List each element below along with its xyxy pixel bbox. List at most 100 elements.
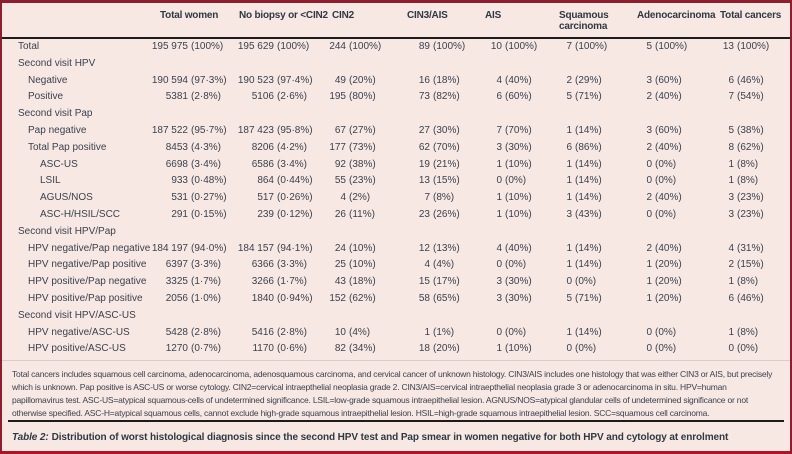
cell-percent: (30%) <box>505 292 532 304</box>
cell-count: 13 <box>418 175 430 187</box>
table-row: HPV negative/Pap positive 6397 (3·3%) 6366(… <box>2 257 790 274</box>
cell-count: 177 <box>329 141 346 153</box>
table-cell: 291 (0·15%) <box>146 207 230 224</box>
cell-percent: (3·4%) <box>191 158 222 170</box>
row-label: Total Pap positive <box>28 141 107 153</box>
cell-percent: (0·94%) <box>277 292 313 304</box>
table-caption-label: Table 2: <box>12 432 49 443</box>
cell-percent: (14%) <box>575 242 602 254</box>
cell-count: 933 <box>171 175 188 187</box>
cell-percent: (21%) <box>433 158 460 170</box>
cell-count: 0 <box>566 276 572 288</box>
cell-percent: (70%) <box>505 124 532 136</box>
table-cell: 1170 (0·6%) <box>230 341 318 358</box>
table-cell: 49 (20%) <box>318 73 382 90</box>
cell-count: 1 <box>646 276 652 288</box>
table-cell: 1 (14%) <box>538 190 608 207</box>
cell-percent: (4%) <box>349 326 371 338</box>
table-cell: 4 (2%) <box>318 190 382 207</box>
table-cell: 10 (4%) <box>318 325 382 342</box>
table-footnote: Total cancers includes squamous cell car… <box>2 360 790 420</box>
cell-count: 6397 <box>165 259 188 271</box>
cell-percent: (40%) <box>505 242 532 254</box>
cell-count: 291 <box>171 208 188 220</box>
cell-percent: (8%) <box>737 158 759 170</box>
cell-count: 0 <box>646 158 652 170</box>
cell-count: 15 <box>418 276 430 288</box>
cell-count: 5 <box>566 292 572 304</box>
cell-count: 187 423 <box>237 124 274 136</box>
cell-count: 49 <box>334 74 346 86</box>
cell-count: 6 <box>728 292 734 304</box>
cell-percent: (0%) <box>575 343 597 355</box>
table-cell: 933 (0·48%) <box>146 173 230 190</box>
table-cell: 2 (29%) <box>538 73 608 90</box>
cell-count: 58 <box>418 292 430 304</box>
table-cell: 1 (1%) <box>382 325 466 342</box>
cell-count: 43 <box>334 276 346 288</box>
cell-percent: (34%) <box>349 343 376 355</box>
cell-percent: (26%) <box>433 208 460 220</box>
table-cell: 7 (8%) <box>382 190 466 207</box>
cell-percent: (13%) <box>433 242 460 254</box>
cell-percent: (40%) <box>655 242 682 254</box>
table-cell: 3 (23%) <box>688 207 770 224</box>
table-row: HPV positive/Pap negative 3325 (1·7%) 3266(… <box>2 274 790 291</box>
cell-count: 864 <box>257 175 274 187</box>
cell-percent: (20%) <box>655 292 682 304</box>
table-cell: 531 (0·27%) <box>146 190 230 207</box>
table-cell: 1 (14%) <box>538 123 608 140</box>
cell-percent: (14%) <box>575 158 602 170</box>
cell-count: 1 <box>566 124 572 136</box>
column-header: Squamous carcinoma <box>559 10 609 32</box>
caption-divider <box>8 420 784 422</box>
cell-percent: (38%) <box>737 124 764 136</box>
cell-count: 10 <box>490 41 502 52</box>
cell-count: 4 <box>728 242 734 254</box>
cell-percent: (97·3%) <box>191 74 227 86</box>
cell-percent: (100%) <box>349 41 382 52</box>
cell-count: 0 <box>646 208 652 220</box>
cell-count: 5106 <box>251 91 274 103</box>
cell-percent: (4·2%) <box>277 141 308 153</box>
cell-percent: (0·12%) <box>277 208 313 220</box>
cell-count: 3 <box>566 208 572 220</box>
row-label: ASC-H/HSIL/SCC <box>40 208 121 220</box>
table-cell: 55 (23%) <box>318 173 382 190</box>
cell-count: 2 <box>728 259 734 271</box>
cell-count: 1 <box>566 259 572 271</box>
cell-count: 7 <box>424 192 430 204</box>
cell-count: 1 <box>566 242 572 254</box>
row-label: LSIL <box>40 175 61 187</box>
cell-percent: (100%) <box>277 41 310 52</box>
cell-count: 187 522 <box>151 124 188 136</box>
table-cell: 62 (70%) <box>382 140 466 157</box>
table-cell: 19 (21%) <box>382 157 466 174</box>
cell-percent: (0·26%) <box>277 192 313 204</box>
table-cell: 3 (60%) <box>608 73 688 90</box>
cell-percent: (46%) <box>737 292 764 304</box>
cell-count: 6586 <box>251 158 274 170</box>
cell-percent: (17%) <box>433 276 460 288</box>
cell-percent: (8%) <box>737 326 759 338</box>
cell-count: 0 <box>496 259 502 271</box>
cell-percent: (0%) <box>655 326 677 338</box>
cell-percent: (23%) <box>737 208 764 220</box>
cell-count: 3 <box>646 124 652 136</box>
section-row: Second visit HPV <box>2 56 790 73</box>
cell-percent: (100%) <box>655 41 688 52</box>
cell-percent: (1·7%) <box>191 276 222 288</box>
cell-count: 2 <box>646 91 652 103</box>
section-row: Second visit Pap <box>2 106 790 123</box>
table-cell: 3 (30%) <box>466 291 538 308</box>
cell-count: 0 <box>728 343 734 355</box>
table-row: HPV positive/ASC-US 1270 (0·7%) 1170 (0·6%) 8… <box>2 341 790 358</box>
cell-percent: (95·8%) <box>277 124 313 136</box>
cell-percent: (10%) <box>505 158 532 170</box>
cell-count: 8206 <box>251 141 274 153</box>
cell-percent: (14%) <box>575 175 602 187</box>
cell-count: 19 <box>418 158 430 170</box>
cell-count: 4 <box>496 74 502 86</box>
cell-count: 0 <box>646 175 652 187</box>
table-cell: 1 (14%) <box>538 257 608 274</box>
